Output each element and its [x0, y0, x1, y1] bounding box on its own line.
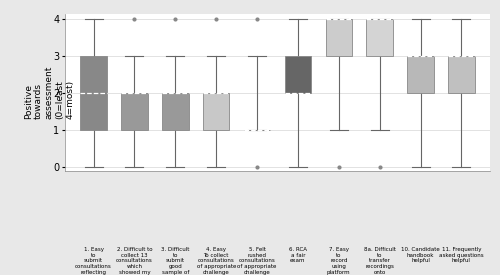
Bar	[326, 19, 352, 56]
Bar	[407, 56, 434, 93]
Bar	[284, 56, 311, 93]
Bar	[80, 56, 107, 130]
Bar	[203, 93, 230, 130]
Bar	[448, 56, 474, 93]
Bar	[121, 93, 148, 130]
Bar	[366, 19, 393, 56]
Y-axis label: Positive
towards
assessment
(0=least
4=most): Positive towards assessment (0=least 4=m…	[24, 65, 74, 119]
Bar	[162, 93, 188, 130]
